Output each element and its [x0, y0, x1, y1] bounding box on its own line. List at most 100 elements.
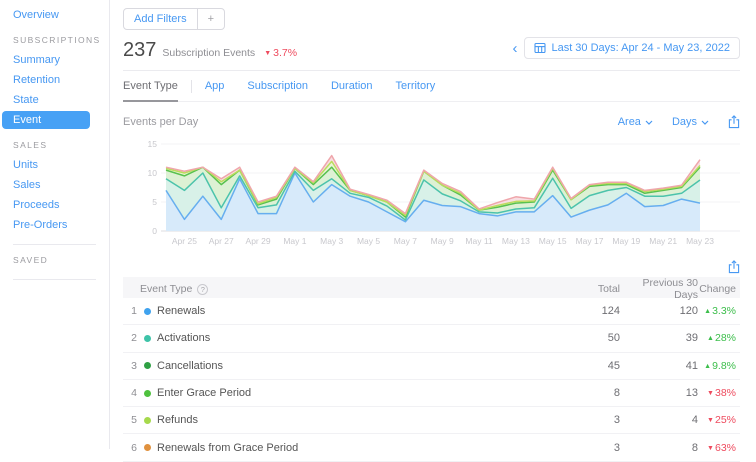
svg-text:May 15: May 15	[539, 236, 567, 246]
change-value: ▼63%	[698, 442, 736, 454]
change-value: ▲3.3%	[698, 305, 736, 317]
chevron-down-icon	[701, 120, 709, 125]
row-rank: 6	[127, 442, 137, 454]
down-triangle-icon: ▼	[707, 390, 714, 397]
previous-value: 4	[620, 414, 698, 426]
change-value: ▼38%	[698, 387, 736, 399]
svg-text:May 7: May 7	[394, 236, 417, 246]
column-header-change: Change	[698, 283, 736, 295]
sidebar-item-pre-orders[interactable]: Pre-Orders	[0, 215, 109, 235]
svg-text:May 23: May 23	[686, 236, 714, 246]
sidebar-item-summary[interactable]: Summary	[0, 50, 109, 70]
sidebar-item-sales[interactable]: Sales	[0, 175, 109, 195]
chart-type-dropdown[interactable]: Area	[618, 116, 653, 128]
column-header-previous: Previous 30 Days	[620, 277, 698, 301]
svg-text:May 5: May 5	[357, 236, 380, 246]
sidebar-item-state[interactable]: State	[0, 90, 109, 110]
sidebar-item-units[interactable]: Units	[0, 155, 109, 175]
svg-text:May 11: May 11	[465, 236, 493, 246]
tab-duration[interactable]: Duration	[331, 71, 373, 101]
previous-value: 13	[620, 387, 698, 399]
series-color-dot	[144, 444, 151, 451]
svg-text:May 13: May 13	[502, 236, 530, 246]
add-filter-plus-button[interactable]: +	[198, 9, 224, 29]
previous-value: 41	[620, 360, 698, 372]
up-triangle-icon: ▲	[707, 335, 714, 342]
tab-app[interactable]: App	[205, 71, 225, 101]
series-color-dot	[144, 390, 151, 397]
svg-text:Apr 27: Apr 27	[209, 236, 234, 246]
metric-label: Subscription Events	[162, 47, 255, 59]
table-share-icon[interactable]	[728, 260, 740, 275]
event-type-label: Enter Grace Period	[157, 387, 251, 399]
svg-text:May 17: May 17	[576, 236, 604, 246]
sidebar-item-retention[interactable]: Retention	[0, 70, 109, 90]
series-color-dot	[144, 335, 151, 342]
event-type-label: Cancellations	[157, 360, 223, 372]
date-range-button[interactable]: Last 30 Days: Apr 24 - May 23, 2022	[524, 37, 740, 59]
calendar-icon	[534, 42, 546, 54]
add-filters-group: Add Filters +	[123, 8, 225, 30]
row-rank: 4	[127, 387, 137, 399]
previous-period-chevron[interactable]: ‹	[512, 41, 517, 56]
svg-text:May 9: May 9	[431, 236, 454, 246]
filters-row: Add Filters +	[123, 0, 740, 30]
svg-text:0: 0	[152, 226, 157, 236]
tab-territory[interactable]: Territory	[396, 71, 436, 101]
series-color-dot	[144, 362, 151, 369]
total-value: 50	[550, 332, 620, 344]
sidebar-section-saved: SAVED	[0, 245, 109, 270]
tab-event-type[interactable]: Event Type	[123, 72, 178, 102]
tab-subscription[interactable]: Subscription	[247, 71, 308, 101]
dimension-tabs: Event Type App Subscription Duration Territo…	[123, 71, 740, 102]
event-type-label: Refunds	[157, 414, 198, 426]
sidebar-section-sales: SALES	[0, 130, 109, 155]
series-color-dot	[144, 308, 151, 315]
add-filters-button[interactable]: Add Filters	[124, 9, 198, 29]
total-value: 3	[550, 414, 620, 426]
chevron-down-icon	[645, 120, 653, 125]
row-rank: 2	[127, 332, 137, 344]
row-rank: 3	[127, 360, 137, 372]
sidebar-item-overview[interactable]: Overview	[0, 5, 109, 25]
svg-text:Apr 29: Apr 29	[246, 236, 271, 246]
column-header-total: Total	[550, 283, 620, 295]
sidebar-divider	[13, 279, 96, 280]
up-triangle-icon: ▲	[704, 308, 711, 315]
total-value: 8	[550, 387, 620, 399]
change-value: ▼25%	[698, 414, 736, 426]
svg-text:Apr 25: Apr 25	[172, 236, 197, 246]
change-value: ▲28%	[698, 332, 736, 344]
main-content: Add Filters + 237 Subscription Events ▼3…	[110, 0, 756, 449]
previous-value: 8	[620, 442, 698, 454]
sidebar-item-event[interactable]: Event	[2, 111, 90, 129]
metric-row: 237 Subscription Events ▼3.7% ‹ Last 30 …	[123, 39, 740, 61]
metric-value: 237	[123, 39, 156, 62]
total-value: 3	[550, 442, 620, 454]
total-value: 45	[550, 360, 620, 372]
previous-value: 39	[620, 332, 698, 344]
chart-title: Events per Day	[123, 116, 198, 128]
event-type-label: Activations	[157, 332, 210, 344]
chart-share-icon[interactable]	[728, 115, 740, 129]
change-value: ▲9.8%	[698, 360, 736, 372]
previous-value: 120	[620, 305, 698, 317]
sidebar-section-subscriptions: SUBSCRIPTIONS	[0, 25, 109, 50]
date-range-label: Last 30 Days: Apr 24 - May 23, 2022	[551, 42, 730, 54]
down-triangle-icon: ▼	[264, 50, 271, 57]
sidebar-item-proceeds[interactable]: Proceeds	[0, 195, 109, 215]
svg-text:10: 10	[148, 168, 158, 178]
svg-text:May 3: May 3	[320, 236, 343, 246]
interval-dropdown[interactable]: Days	[672, 116, 709, 128]
column-header-event-type: Event Type	[140, 283, 192, 295]
svg-text:15: 15	[148, 139, 158, 149]
table-header-row: Event Type ? Total Previous 30 Days Chan…	[123, 277, 740, 298]
help-icon[interactable]: ?	[197, 284, 208, 295]
